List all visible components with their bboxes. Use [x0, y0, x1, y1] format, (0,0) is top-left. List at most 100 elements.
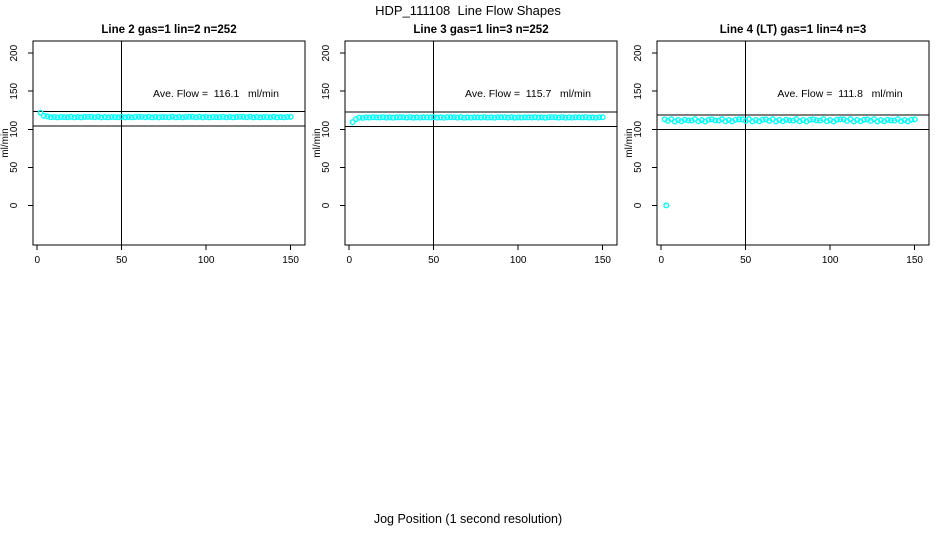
data-point — [545, 114, 552, 121]
data-point — [548, 114, 555, 121]
panels-row: Line 2 gas=1 lin=2 n=252 0 50 100 150 0 50 100 1… — [0, 0, 930, 290]
data-point — [467, 114, 474, 121]
data-point — [209, 113, 216, 120]
data-point — [176, 114, 183, 121]
data-point — [427, 114, 434, 121]
data-point — [528, 114, 535, 121]
data-point — [64, 114, 71, 121]
data-point — [84, 113, 91, 120]
data-points — [37, 109, 294, 121]
data-point — [708, 116, 715, 123]
data-point — [823, 118, 830, 125]
data-point — [253, 114, 260, 121]
panel-1: Line 2 gas=1 lin=2 n=252 0 50 100 150 0 50 100 1… — [0, 0, 312, 290]
data-point — [488, 114, 495, 121]
data-point — [213, 114, 220, 121]
x-tick-label: 100 — [510, 255, 527, 266]
data-point — [189, 113, 196, 120]
data-point — [423, 114, 430, 121]
y-tick-label: 50 — [321, 161, 332, 173]
data-point — [450, 114, 457, 121]
data-point — [240, 113, 247, 120]
data-point — [196, 113, 203, 120]
x-tick-label: 0 — [658, 255, 664, 266]
data-point — [71, 114, 78, 121]
panel-svg: Line 2 gas=1 lin=2 n=252 0 50 100 150 0 50 100 1… — [0, 24, 306, 266]
data-point — [81, 113, 88, 120]
y-tick-label: 150 — [633, 82, 644, 99]
data-point — [369, 114, 376, 121]
data-point — [233, 113, 240, 120]
data-point — [860, 116, 867, 123]
data-point — [569, 114, 576, 121]
data-point — [356, 114, 363, 121]
outlier-point — [663, 202, 670, 209]
data-point — [735, 116, 742, 123]
data-point — [155, 114, 162, 121]
data-point — [484, 114, 491, 121]
y-tick-label: 150 — [9, 82, 20, 99]
data-point — [363, 114, 370, 121]
data-point — [47, 114, 54, 121]
data-point — [44, 113, 51, 120]
data-point — [101, 114, 108, 121]
data-point — [877, 117, 884, 124]
data-point — [813, 117, 820, 124]
data-point — [230, 114, 237, 121]
panel-box — [32, 40, 306, 246]
data-point — [695, 118, 702, 125]
x-axis-caption: Jog Position (1 second resolution) — [373, 512, 563, 526]
data-point — [477, 114, 484, 121]
data-point — [796, 118, 803, 125]
y-tick-label: 0 — [321, 202, 332, 208]
data-point — [165, 114, 172, 121]
data-point — [464, 114, 471, 121]
data-point — [521, 114, 528, 121]
data-point — [833, 116, 840, 123]
data-point — [159, 113, 166, 120]
data-point — [267, 114, 274, 121]
data-point — [732, 116, 739, 123]
data-point — [280, 114, 287, 121]
data-point — [596, 114, 603, 121]
data-point — [810, 116, 817, 123]
panel-svg: Line 3 gas=1 lin=3 n=252 0 50 100 150 0 50 100 1… — [312, 24, 618, 266]
data-point — [542, 114, 549, 121]
data-point — [511, 114, 518, 121]
data-point — [111, 114, 118, 121]
data-point — [193, 114, 200, 121]
panel-title: Line 4 (LT) gas=1 lin=4 n=3 — [720, 24, 866, 36]
data-point — [169, 113, 176, 120]
data-point — [430, 114, 437, 121]
y-tick-label: 0 — [633, 202, 644, 208]
panel-title: Line 3 gas=1 lin=3 n=252 — [413, 24, 548, 36]
data-point — [532, 114, 539, 121]
data-point — [182, 113, 189, 120]
data-point — [122, 114, 129, 121]
data-point — [413, 114, 420, 121]
data-point — [491, 114, 498, 121]
data-point — [538, 114, 545, 121]
data-point — [152, 114, 159, 121]
data-point — [108, 113, 115, 120]
data-point — [61, 114, 68, 121]
data-point — [854, 117, 861, 124]
data-point — [481, 114, 488, 121]
data-point — [270, 113, 277, 120]
panel-box — [344, 40, 618, 246]
data-point — [908, 116, 915, 123]
data-point — [582, 114, 589, 121]
data-point — [407, 114, 414, 121]
data-point — [454, 114, 461, 121]
data-point — [783, 116, 790, 123]
x-tick-label: 50 — [740, 255, 752, 266]
y-tick-label: 100 — [321, 121, 332, 138]
data-point — [437, 114, 444, 121]
data-point — [786, 117, 793, 124]
data-point — [806, 116, 813, 123]
data-point — [386, 114, 393, 121]
data-points — [661, 116, 918, 209]
data-point — [589, 114, 596, 121]
data-point — [383, 114, 390, 121]
data-point — [226, 114, 233, 121]
